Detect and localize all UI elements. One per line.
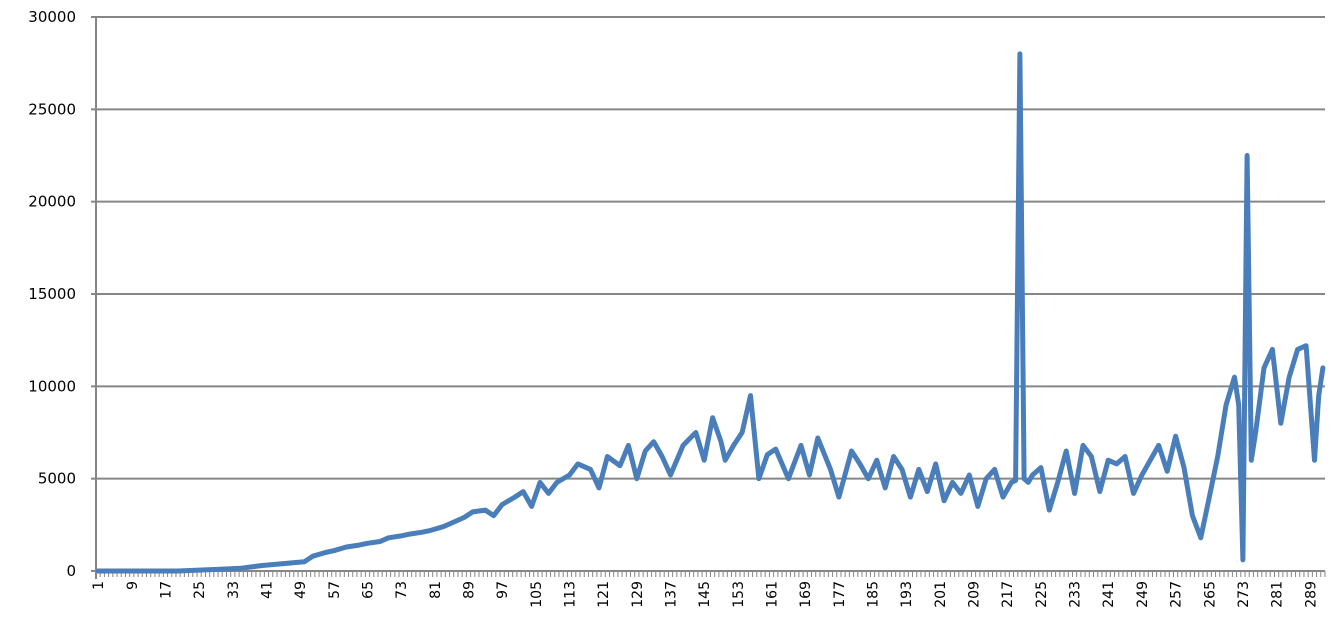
y-tick-label: 15000 <box>28 285 76 303</box>
x-tick-label: 97 <box>495 581 511 599</box>
x-tick-label: 169 <box>798 581 814 608</box>
y-tick-label: 30000 <box>28 8 76 26</box>
x-tick-label: 9 <box>125 581 141 590</box>
x-tick-label: 49 <box>293 581 309 599</box>
x-tick-label: 289 <box>1303 581 1319 608</box>
x-tick-label: 105 <box>529 581 545 608</box>
x-tick-label: 17 <box>158 581 174 599</box>
x-tick-label: 137 <box>664 581 680 608</box>
x-tick-label: 25 <box>192 581 208 599</box>
x-tick-label: 1 <box>91 581 107 590</box>
x-tick-label: 177 <box>832 581 848 608</box>
x-axis: 1 9 17 25 33 41 49 57 65 73 81 89 97 105 113 121 129 137 1… <box>91 17 1326 608</box>
y-tick-label: 5000 <box>38 470 76 488</box>
y-axis-tick-labels: 0 5000 10000 15000 20000 25000 30000 <box>28 8 76 580</box>
x-tick-label: 249 <box>1135 581 1151 608</box>
x-tick-label: 281 <box>1270 581 1286 608</box>
x-tick-label: 81 <box>428 581 444 599</box>
x-tick-label: 73 <box>394 581 410 599</box>
y-tick-label: 20000 <box>28 193 76 211</box>
x-tick-label: 241 <box>1101 581 1117 608</box>
x-tick-label: 57 <box>327 581 343 599</box>
x-tick-label: 217 <box>1000 581 1016 608</box>
x-tick-label: 33 <box>226 581 242 599</box>
y-tick-label: 25000 <box>28 100 76 118</box>
x-tick-label: 225 <box>1034 581 1050 608</box>
x-tick-label: 129 <box>630 581 646 608</box>
x-tick-label: 153 <box>731 581 747 608</box>
x-tick-label: 113 <box>563 581 579 608</box>
y-tick-label: 10000 <box>28 377 76 395</box>
x-tick-label: 193 <box>899 581 915 608</box>
x-tick-label: 233 <box>1068 581 1084 608</box>
x-tick-label: 65 <box>360 581 376 599</box>
x-tick-label: 209 <box>967 581 983 608</box>
x-tick-label: 201 <box>933 581 949 608</box>
x-tick-label: 41 <box>259 581 275 599</box>
x-tick-label: 161 <box>765 581 781 608</box>
x-tick-label: 121 <box>596 581 612 608</box>
x-tick-label: 145 <box>697 581 713 608</box>
series-layer <box>95 51 1326 574</box>
x-tick-label: 185 <box>866 581 882 608</box>
x-tick-label: 257 <box>1169 581 1185 608</box>
x-tick-label: 265 <box>1202 581 1218 608</box>
series-line-0 <box>95 51 1326 574</box>
x-tick-label: 273 <box>1236 581 1252 608</box>
gridlines <box>91 16 1325 572</box>
y-tick-label: 0 <box>66 562 76 580</box>
x-tick-label: 89 <box>461 581 477 599</box>
